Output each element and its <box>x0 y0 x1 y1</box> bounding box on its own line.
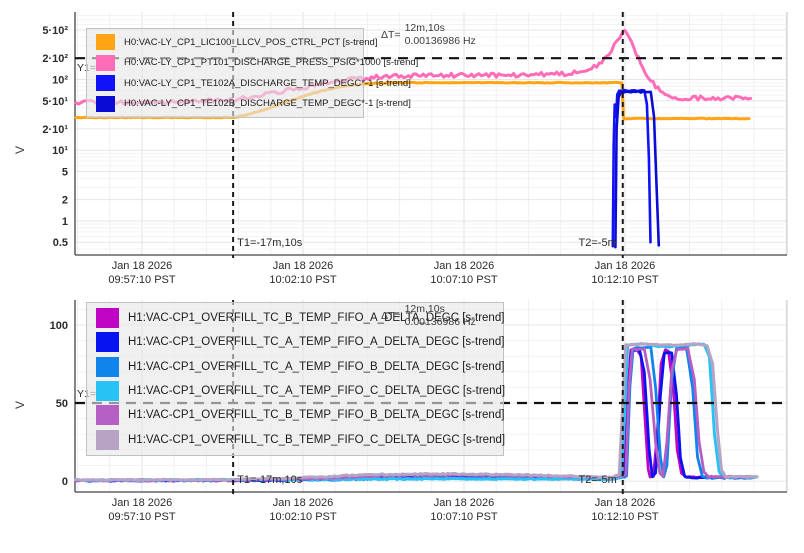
top-trend-chart-y-tick-label: 0.5 <box>53 237 68 249</box>
top-trend-chart-x-tick-label: Jan 18 2026 10:07:10 PST <box>430 260 498 286</box>
legend-item[interactable]: H1:VAC-CP1_OVERFILL_TC_A_TEMP_FIFO_A_DEL… <box>96 332 504 353</box>
legend-swatch <box>96 75 115 92</box>
top-legend: H0:VAC-LY_CP1_LIC100_LLCV_POS_CTRL_PCT [… <box>86 28 418 118</box>
delta-t-prefix: ΔT= <box>381 309 401 322</box>
legend-item-label: H1:VAC-CP1_OVERFILL_TC_B_TEMP_FIFO_C_DEL… <box>128 433 506 446</box>
delta-t-frequency: 0.00136986 Hz <box>404 315 476 328</box>
legend-item-label: H0:VAC-LY_CP1_TE102A_DISCHARGE_TEMP_DEGC… <box>124 77 411 89</box>
top-trend-chart-x-tick-label: Jan 18 2026 10:12:10 PST <box>591 260 659 286</box>
bottom-trend-chart-x-tick-label: Jan 18 2026 09:57:10 PST <box>108 497 176 523</box>
legend-item[interactable]: H0:VAC-LY_CP1_LIC100_LLCV_POS_CTRL_PCT [… <box>96 34 377 51</box>
top-trend-chart-y-tick-label: 10² <box>52 74 68 86</box>
top-trend-chart-y-tick-label: 5·10² <box>42 25 68 37</box>
bottom-legend: H1:VAC-CP1_OVERFILL_TC_B_TEMP_FIFO_A_DEL… <box>86 302 505 456</box>
top-delta-t-annotation: ΔT= 12m,10s 0.00136986 Hz <box>381 22 476 47</box>
legend-item-label: H1:VAC-CP1_OVERFILL_TC_B_TEMP_FIFO_A_DEL… <box>128 312 505 325</box>
top-trend-chart-y-tick-label: 10¹ <box>52 145 68 157</box>
top-y-axis-title: V <box>13 145 28 155</box>
legend-item[interactable]: H1:VAC-CP1_OVERFILL_TC_B_TEMP_FIFO_C_DEL… <box>96 429 505 450</box>
bottom-trend-chart-t1-label: T1=-17m,10s <box>237 474 303 486</box>
top-trend-chart-y-tick-label: 5·10¹ <box>42 96 68 108</box>
bottom-trend-chart-series-5 <box>74 342 759 483</box>
bottom-trend-chart-x-tick-label: Jan 18 2026 10:12:10 PST <box>591 497 659 523</box>
bottom-trend-chart-y-tick-label: 50 <box>56 398 68 410</box>
legend-item-label: H1:VAC-CP1_OVERFILL_TC_A_TEMP_FIFO_B_DEL… <box>128 360 505 373</box>
top-trend-chart-x-tick-label: Jan 18 2026 10:02:10 PST <box>269 260 337 286</box>
top-trend-chart-y-tick-label: 2 <box>62 195 68 207</box>
delta-t-frequency: 0.00136986 Hz <box>404 34 476 47</box>
top-trend-chart-series-3 <box>614 90 661 249</box>
legend-item[interactable]: H1:VAC-CP1_OVERFILL_TC_B_TEMP_FIFO_B_DEL… <box>96 405 504 426</box>
delta-t-prefix: ΔT= <box>381 28 401 41</box>
legend-item-label: H0:VAC-LY_CP1_TE102B_DISCHARGE_TEMP_DEGC… <box>124 98 411 110</box>
top-trend-chart-y-tick-label: 2·10² <box>42 53 68 65</box>
legend-swatch <box>96 381 119 402</box>
top-trend-chart-grid <box>75 12 787 255</box>
legend-item[interactable]: H1:VAC-CP1_OVERFILL_TC_B_TEMP_FIFO_A_DEL… <box>96 308 504 329</box>
top-trend-chart-t1-label: T1=-17m,10s <box>237 237 303 249</box>
legend-swatch <box>96 356 119 377</box>
delta-t-duration: 12m,10s <box>404 303 445 315</box>
delta-t-duration: 12m,10s <box>404 22 445 34</box>
legend-swatch <box>96 308 119 329</box>
legend-item-label: H0:VAC-LY_CP1_PT101_DISCHARGE_PRESS_PSIG… <box>124 57 419 69</box>
legend-item[interactable]: H0:VAC-LY_CP1_PT101_DISCHARGE_PRESS_PSIG… <box>96 54 418 71</box>
bottom-trend-chart-y-tick-label: 0 <box>62 476 68 488</box>
top-trend-chart-x-tick-label: Jan 18 2026 09:57:10 PST <box>108 260 176 286</box>
legend-swatch <box>96 429 119 450</box>
legend-swatch <box>96 332 119 353</box>
bottom-trend-chart-series <box>74 342 759 483</box>
legend-swatch <box>96 34 115 51</box>
bottom-y-axis-title: V <box>13 400 28 410</box>
bottom-trend-chart-x-tick-label: Jan 18 2026 10:07:10 PST <box>430 497 498 523</box>
top-trend-chart: Y1=200T1=-17m,10sT2=-5m5·10²2·10²10²5·10… <box>42 12 788 286</box>
bottom-trend-chart-y-tick-label: 100 <box>50 320 68 332</box>
legend-item[interactable]: H0:VAC-LY_CP1_TE102B_DISCHARGE_TEMP_DEGC… <box>96 95 411 112</box>
bottom-trend-chart-x-tick-label: Jan 18 2026 10:02:10 PST <box>269 497 337 523</box>
top-trend-chart-t2-label: T2=-5m <box>579 237 617 249</box>
top-trend-chart-y-tick-label: 5 <box>62 167 68 179</box>
legend-item[interactable]: H1:VAC-CP1_OVERFILL_TC_A_TEMP_FIFO_B_DEL… <box>96 356 504 377</box>
legend-item-label: H1:VAC-CP1_OVERFILL_TC_A_TEMP_FIFO_A_DEL… <box>128 336 505 349</box>
legend-item-label: H0:VAC-LY_CP1_LIC100_LLCV_POS_CTRL_PCT [… <box>124 36 378 48</box>
legend-swatch <box>96 405 119 426</box>
legend-item[interactable]: H1:VAC-CP1_OVERFILL_TC_A_TEMP_FIFO_C_DEL… <box>96 381 505 402</box>
legend-item[interactable]: H0:VAC-LY_CP1_TE102A_DISCHARGE_TEMP_DEGC… <box>96 75 411 92</box>
legend-swatch <box>96 54 115 71</box>
bottom-trend-chart-t2-label: T2=-5m <box>579 474 617 486</box>
legend-item-label: H1:VAC-CP1_OVERFILL_TC_A_TEMP_FIFO_C_DEL… <box>128 385 506 398</box>
legend-swatch <box>96 95 115 112</box>
top-trend-chart-y-tick-label: 1 <box>62 216 68 228</box>
bottom-delta-t-annotation: ΔT= 12m,10s 0.00136986 Hz <box>381 303 476 328</box>
top-trend-chart-y-tick-label: 2·10¹ <box>42 124 68 136</box>
legend-item-label: H1:VAC-CP1_OVERFILL_TC_B_TEMP_FIFO_B_DEL… <box>128 409 505 422</box>
